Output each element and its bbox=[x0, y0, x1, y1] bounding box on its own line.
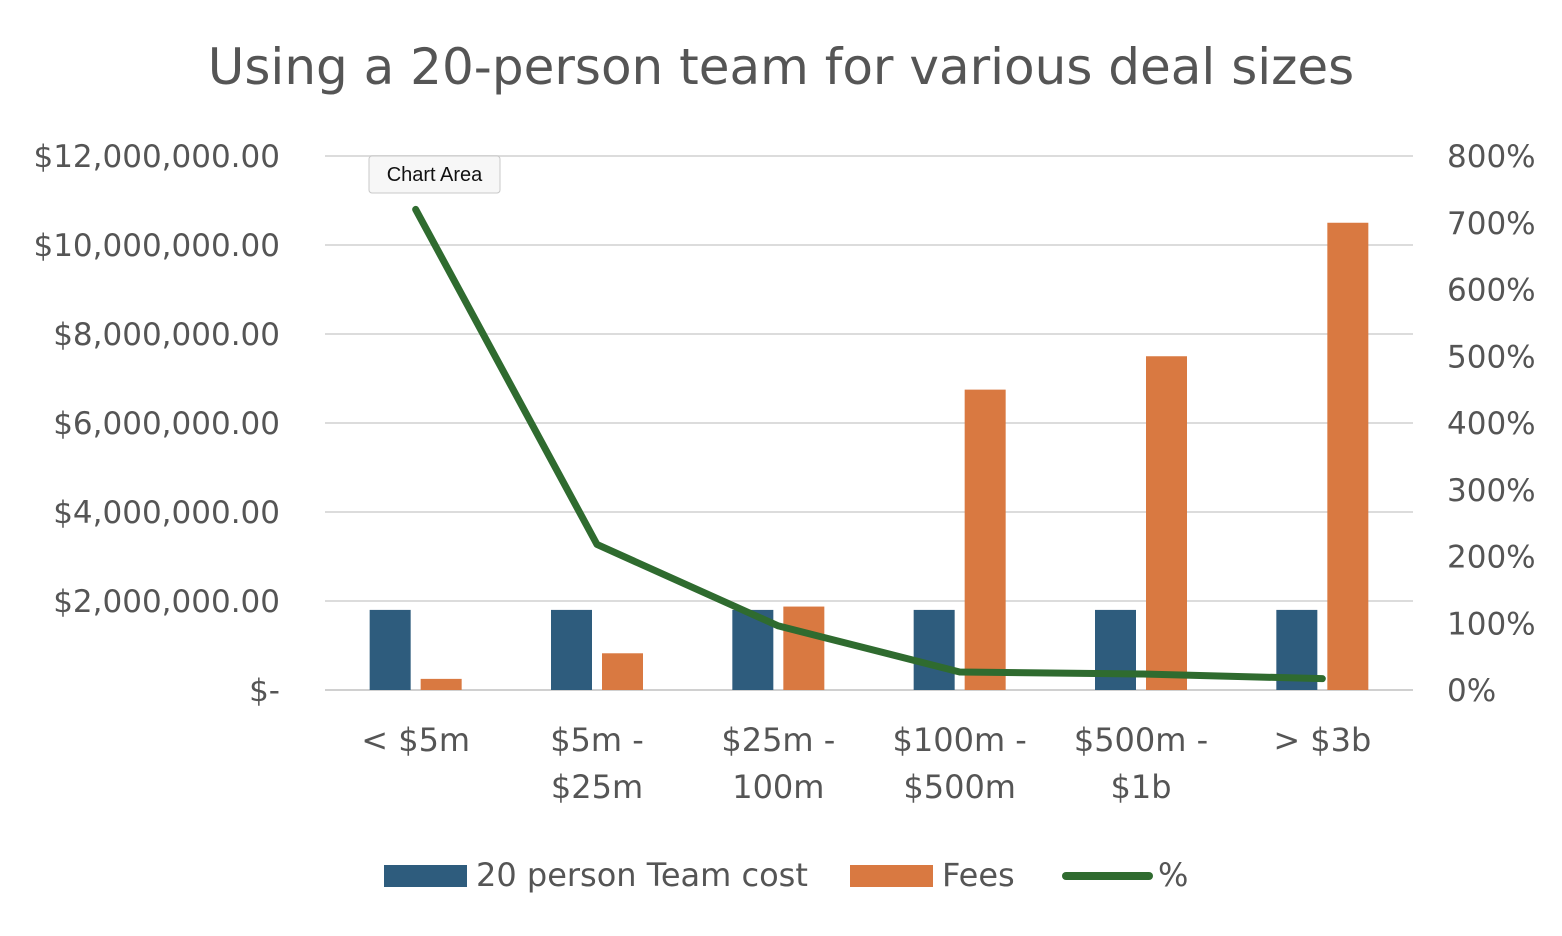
bar-fees bbox=[964, 389, 1006, 690]
y-tick-label: $10,000,000.00 bbox=[33, 228, 280, 264]
y-tick-label: $12,000,000.00 bbox=[33, 139, 280, 175]
legend-label: 20 person Team cost bbox=[476, 856, 808, 894]
x-tick-label: $500m - bbox=[1074, 721, 1208, 759]
y-tick-label: $4,000,000.00 bbox=[53, 495, 280, 531]
y2-tick-label: 800% bbox=[1447, 139, 1536, 175]
legend-swatch bbox=[384, 865, 467, 887]
y-tick-label: $- bbox=[249, 673, 280, 709]
y2-tick-label: 700% bbox=[1447, 206, 1536, 242]
x-tick-label: > $3b bbox=[1273, 721, 1371, 759]
x-tick-label: $5m - bbox=[550, 721, 644, 759]
y2-tick-label: 400% bbox=[1447, 406, 1536, 442]
y-axis-left: $- $2,000,000.00 $4,000,000.00 $6,000,000.0… bbox=[33, 139, 280, 709]
bar-team-cost bbox=[1095, 609, 1136, 690]
x-tick-label: $100m - bbox=[893, 721, 1027, 759]
bar-fees bbox=[1146, 356, 1187, 690]
bar-team-cost bbox=[369, 609, 411, 690]
legend: 20 person Team cost Fees% bbox=[384, 856, 1188, 894]
legend-swatch bbox=[850, 865, 933, 887]
legend-label: % bbox=[1158, 856, 1188, 894]
gridlines bbox=[325, 155, 1413, 691]
tooltip-label: Chart Area bbox=[387, 164, 483, 186]
bar-fees bbox=[783, 606, 825, 690]
tooltip-box bbox=[368, 155, 501, 194]
y2-tick-label: 300% bbox=[1447, 473, 1536, 509]
x-tick-label: $25m - bbox=[721, 721, 835, 759]
x-tick-label: $25m bbox=[551, 768, 643, 806]
legend-label: Fees bbox=[942, 856, 1015, 894]
chart-title: Using a 20-person team for various deal … bbox=[208, 38, 1354, 96]
chart-area-tooltip: Chart Area bbox=[368, 155, 501, 194]
y2-tick-label: 200% bbox=[1447, 540, 1536, 576]
bar-fees bbox=[1327, 222, 1369, 690]
y2-tick-label: 100% bbox=[1447, 606, 1536, 642]
x-axis-labels: < $5m $5m - $25m $25m - 100m $100m - $500m $500… bbox=[361, 721, 1371, 806]
y2-tick-label: 500% bbox=[1447, 339, 1536, 375]
y-axis-right: 0% 100% 200% 300% 400% 500% 600% 700% 800% bbox=[1447, 139, 1536, 709]
y-tick-label: $8,000,000.00 bbox=[53, 317, 280, 353]
bar-fees bbox=[420, 678, 462, 690]
bar-team-cost bbox=[913, 609, 955, 690]
x-tick-label: $1b bbox=[1110, 768, 1171, 806]
x-tick-label: $500m bbox=[903, 768, 1016, 806]
bar-fees bbox=[602, 653, 643, 690]
y-tick-label: $2,000,000.00 bbox=[53, 584, 280, 620]
bar-team-cost bbox=[551, 609, 592, 690]
bars-group bbox=[369, 222, 1369, 690]
y2-tick-label: 0% bbox=[1447, 673, 1496, 709]
y2-tick-label: 600% bbox=[1447, 273, 1536, 309]
line-series-group bbox=[412, 205, 1326, 683]
percent-line bbox=[412, 205, 1326, 683]
y-tick-label: $6,000,000.00 bbox=[53, 406, 280, 442]
x-tick-label: < $5m bbox=[361, 721, 470, 759]
x-tick-label: 100m bbox=[732, 768, 824, 806]
